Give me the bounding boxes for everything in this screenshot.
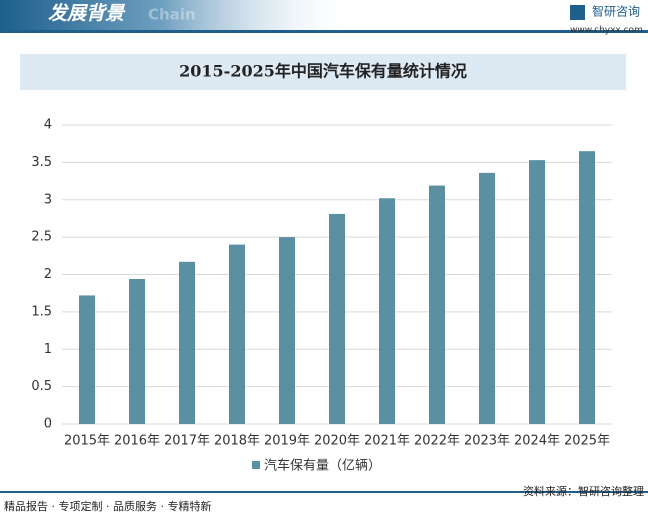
x-tick-label: 2015年	[64, 434, 110, 449]
x-tick-label: 2021年	[364, 434, 410, 449]
brand: 智研咨询	[592, 4, 640, 19]
footer-source: 资料来源：智研咨询整理	[523, 484, 644, 498]
y-tick-label: 0	[44, 417, 52, 432]
header-band	[0, 0, 360, 30]
bar	[229, 244, 245, 424]
legend-label: 汽车保有量（亿辆）	[264, 458, 381, 474]
x-tick-label: 2024年	[514, 434, 560, 449]
x-tick-label: 2017年	[164, 434, 210, 449]
y-tick-label: 2.5	[31, 230, 52, 245]
bar	[529, 160, 545, 424]
x-tick-label: 2018年	[214, 434, 260, 449]
bar	[79, 295, 95, 424]
url: www.chyxx.com	[570, 26, 643, 36]
bar	[179, 261, 195, 424]
y-tick-label: 3	[44, 192, 52, 207]
y-tick-label: 3.5	[31, 155, 52, 170]
header-watermark: Chain	[148, 6, 196, 24]
bar	[279, 237, 295, 424]
x-tick-label: 2023年	[464, 434, 510, 449]
y-tick-label: 1	[44, 342, 52, 357]
title-box	[20, 54, 626, 90]
bar	[129, 278, 145, 424]
x-tick-label: 2020年	[314, 434, 360, 449]
y-tick-label: 1.5	[31, 304, 52, 319]
x-tick-label: 2022年	[414, 434, 460, 449]
bar	[479, 172, 495, 424]
bar	[379, 198, 395, 424]
x-tick-label: 2025年	[564, 434, 610, 449]
logo	[570, 5, 585, 20]
bar	[579, 151, 595, 424]
x-tick-label: 2016年	[114, 434, 160, 449]
y-tick-label: 0.5	[31, 379, 52, 394]
header-rule	[0, 30, 648, 33]
y-tick-label: 4	[44, 118, 52, 133]
x-tick-label: 2019年	[264, 434, 310, 449]
legend-swatch	[252, 461, 260, 469]
bar	[329, 213, 345, 424]
y-tick-label: 2	[44, 267, 52, 282]
footer-left: 精品报告 · 专项定制 · 品质服务 · 专精特新	[4, 499, 211, 513]
chart-title: 2015-2025年中国汽车保有量统计情况	[179, 62, 467, 81]
bar	[429, 185, 445, 424]
header-title: 发展背景	[48, 3, 126, 25]
